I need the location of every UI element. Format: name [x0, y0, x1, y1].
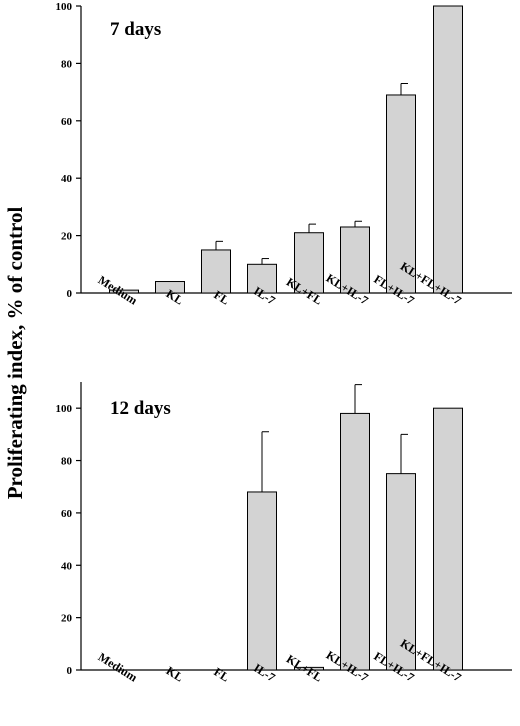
y-tick-label: 20 — [61, 613, 73, 625]
y-tick-label: 0 — [67, 665, 73, 677]
category-label: Medium — [96, 650, 140, 685]
y-tick-label: 80 — [61, 58, 73, 70]
panel-title: 7 days — [110, 19, 161, 40]
category-label: FL — [211, 665, 231, 685]
bar-medium — [109, 289, 139, 294]
bar-kl — [155, 281, 185, 294]
category-label: KL+FL — [284, 652, 325, 685]
y-tick-label: 60 — [61, 116, 73, 128]
bar-fl — [201, 249, 231, 294]
y-tick-label: 40 — [61, 173, 73, 185]
bar-kl-il-7 — [340, 412, 370, 671]
category-label: FL — [211, 288, 231, 308]
y-tick-label: 20 — [61, 231, 73, 243]
bar-il-7 — [247, 263, 277, 294]
bar-il-7 — [247, 491, 277, 671]
category-label: KL — [164, 663, 186, 684]
y-axis-label: Proliferating index, % of control — [3, 207, 27, 500]
y-tick-label: 40 — [61, 560, 73, 572]
bar-fl-il-7 — [386, 94, 416, 294]
bar-kl-fl — [294, 232, 324, 294]
bar-fl-il-7 — [386, 473, 416, 671]
bar-kl-fl-il-7 — [433, 5, 463, 294]
y-tick-label: 0 — [67, 288, 73, 300]
y-tick-label: 60 — [61, 508, 73, 520]
y-tick-label: 100 — [56, 403, 73, 415]
bar-kl-fl-il-7 — [433, 407, 463, 671]
y-tick-label: 100 — [56, 1, 73, 13]
y-tick-label: 80 — [61, 456, 73, 468]
panel-title: 12 days — [110, 398, 171, 419]
bar-kl-fl — [294, 666, 324, 671]
